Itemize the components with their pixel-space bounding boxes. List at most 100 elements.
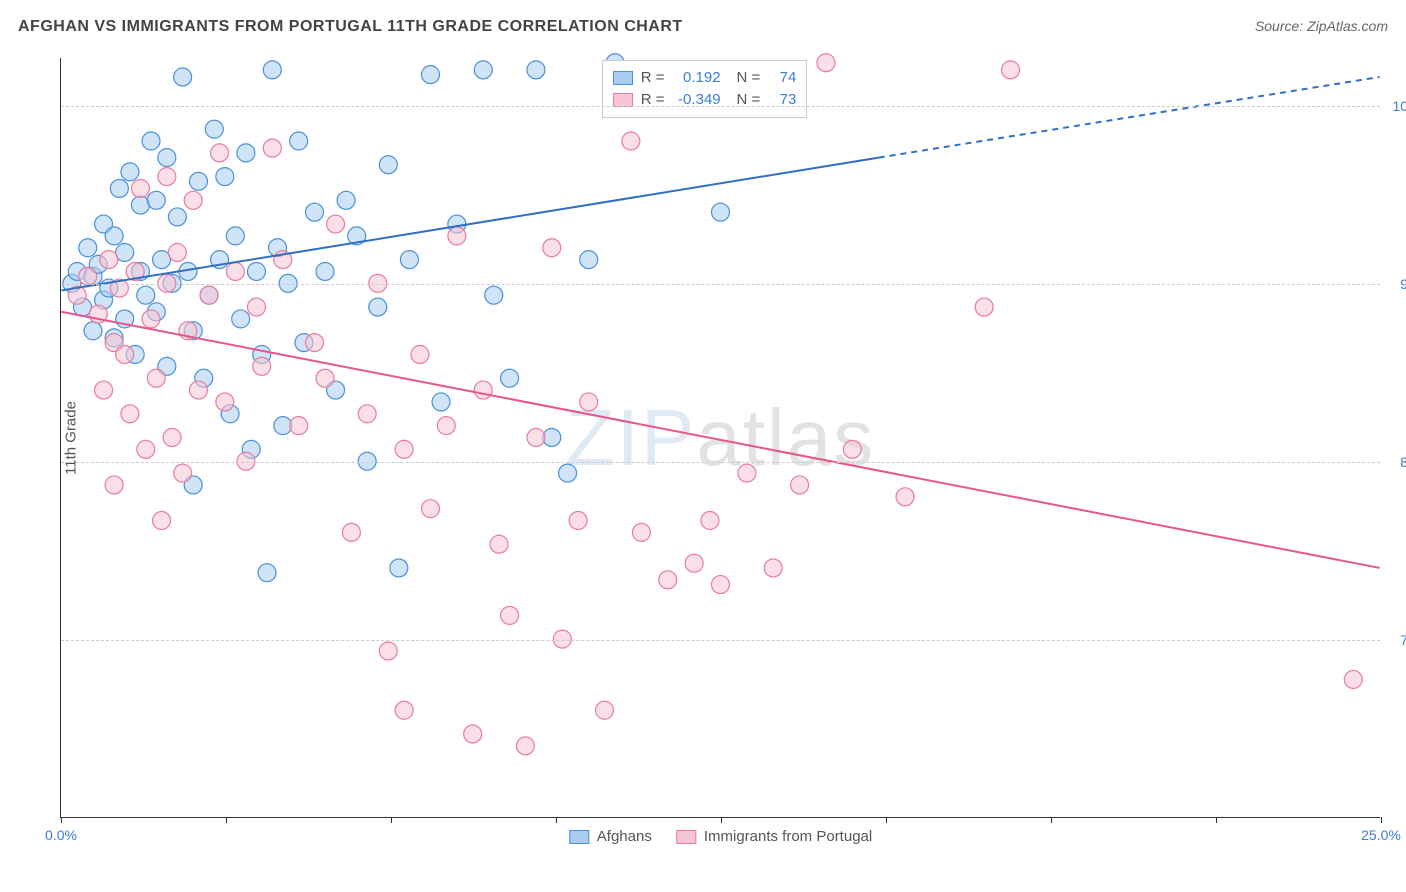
data-point [316, 369, 334, 387]
data-point [153, 512, 171, 530]
data-point [379, 156, 397, 174]
data-point [632, 523, 650, 541]
y-tick-label: 92.5% [1400, 276, 1406, 292]
data-point [1002, 61, 1020, 79]
data-point [263, 61, 281, 79]
data-point [226, 262, 244, 280]
data-point [79, 239, 97, 257]
data-point [559, 464, 577, 482]
gridline-h [61, 640, 1380, 641]
data-point [527, 429, 545, 447]
data-point [701, 512, 719, 530]
trend-line [61, 312, 1379, 568]
chart-title: AFGHAN VS IMMIGRANTS FROM PORTUGAL 11TH … [18, 18, 683, 36]
swatch-blue [569, 830, 589, 844]
data-point [622, 132, 640, 150]
data-point [158, 168, 176, 186]
data-point [216, 393, 234, 411]
data-point [121, 405, 139, 423]
data-point [448, 227, 466, 245]
trend-line-extrapolated [879, 77, 1380, 158]
data-point [569, 512, 587, 530]
data-point [110, 179, 128, 197]
data-point [421, 500, 439, 518]
data-point [168, 208, 186, 226]
data-point [527, 61, 545, 79]
data-point [205, 120, 223, 138]
data-point [290, 132, 308, 150]
data-point [817, 54, 835, 72]
data-point [168, 244, 186, 262]
x-tick [1381, 817, 1382, 823]
data-point [369, 298, 387, 316]
data-point [258, 564, 276, 582]
data-point [137, 286, 155, 304]
data-point [659, 571, 677, 589]
data-point [200, 286, 218, 304]
data-point [975, 298, 993, 316]
legend-item-afghans: Afghans [569, 828, 652, 845]
data-point [395, 701, 413, 719]
x-tick-label: 25.0% [1361, 827, 1401, 843]
gridline-h [61, 284, 1380, 285]
data-point [390, 559, 408, 577]
data-point [791, 476, 809, 494]
x-tick [721, 817, 722, 823]
data-point [490, 535, 508, 553]
data-point [474, 61, 492, 79]
data-point [232, 310, 250, 328]
data-point [358, 405, 376, 423]
data-point [464, 725, 482, 743]
data-point [596, 701, 614, 719]
y-tick-label: 77.5% [1400, 632, 1406, 648]
data-point [501, 369, 519, 387]
data-point [738, 464, 756, 482]
data-point [501, 606, 519, 624]
legend-row: R =-0.349 N =73 [613, 89, 797, 111]
data-point [327, 215, 345, 233]
data-point [263, 139, 281, 157]
data-point [174, 464, 192, 482]
data-point [142, 132, 160, 150]
data-point [174, 68, 192, 86]
data-point [432, 393, 450, 411]
data-point [226, 227, 244, 245]
data-point [147, 191, 165, 209]
chart-container: AFGHAN VS IMMIGRANTS FROM PORTUGAL 11TH … [0, 0, 1406, 892]
data-point [105, 476, 123, 494]
data-point [84, 322, 102, 340]
x-tick [556, 817, 557, 823]
series-legend: Afghans Immigrants from Portugal [569, 828, 872, 845]
data-point [253, 357, 271, 375]
data-point [543, 239, 561, 257]
data-point [580, 393, 598, 411]
legend-item-portugal: Immigrants from Portugal [676, 828, 872, 845]
data-point [516, 737, 534, 755]
data-point [342, 523, 360, 541]
data-point [316, 262, 334, 280]
chart-svg [61, 58, 1380, 817]
data-point [147, 369, 165, 387]
data-point [421, 66, 439, 84]
data-point [131, 196, 149, 214]
data-point [184, 191, 202, 209]
data-point [158, 149, 176, 167]
gridline-h [61, 106, 1380, 107]
x-tick-label: 0.0% [45, 827, 77, 843]
x-tick [1051, 817, 1052, 823]
gridline-h [61, 462, 1380, 463]
x-tick [226, 817, 227, 823]
source-attribution: Source: ZipAtlas.com [1255, 18, 1388, 34]
data-point [216, 168, 234, 186]
data-point [121, 163, 139, 181]
x-tick [886, 817, 887, 823]
data-point [95, 381, 113, 399]
x-tick [391, 817, 392, 823]
data-point [485, 286, 503, 304]
x-tick [1216, 817, 1217, 823]
legend-row: R =0.192 N =74 [613, 67, 797, 89]
data-point [189, 381, 207, 399]
data-point [1344, 670, 1362, 688]
y-tick-label: 100.0% [1393, 98, 1406, 114]
data-point [712, 203, 730, 221]
